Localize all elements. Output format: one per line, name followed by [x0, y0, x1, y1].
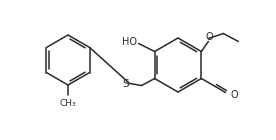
Text: CH₃: CH₃	[60, 99, 76, 108]
Text: O: O	[230, 89, 238, 100]
Text: S: S	[122, 79, 129, 88]
Text: O: O	[206, 32, 213, 41]
Text: HO: HO	[122, 37, 137, 46]
